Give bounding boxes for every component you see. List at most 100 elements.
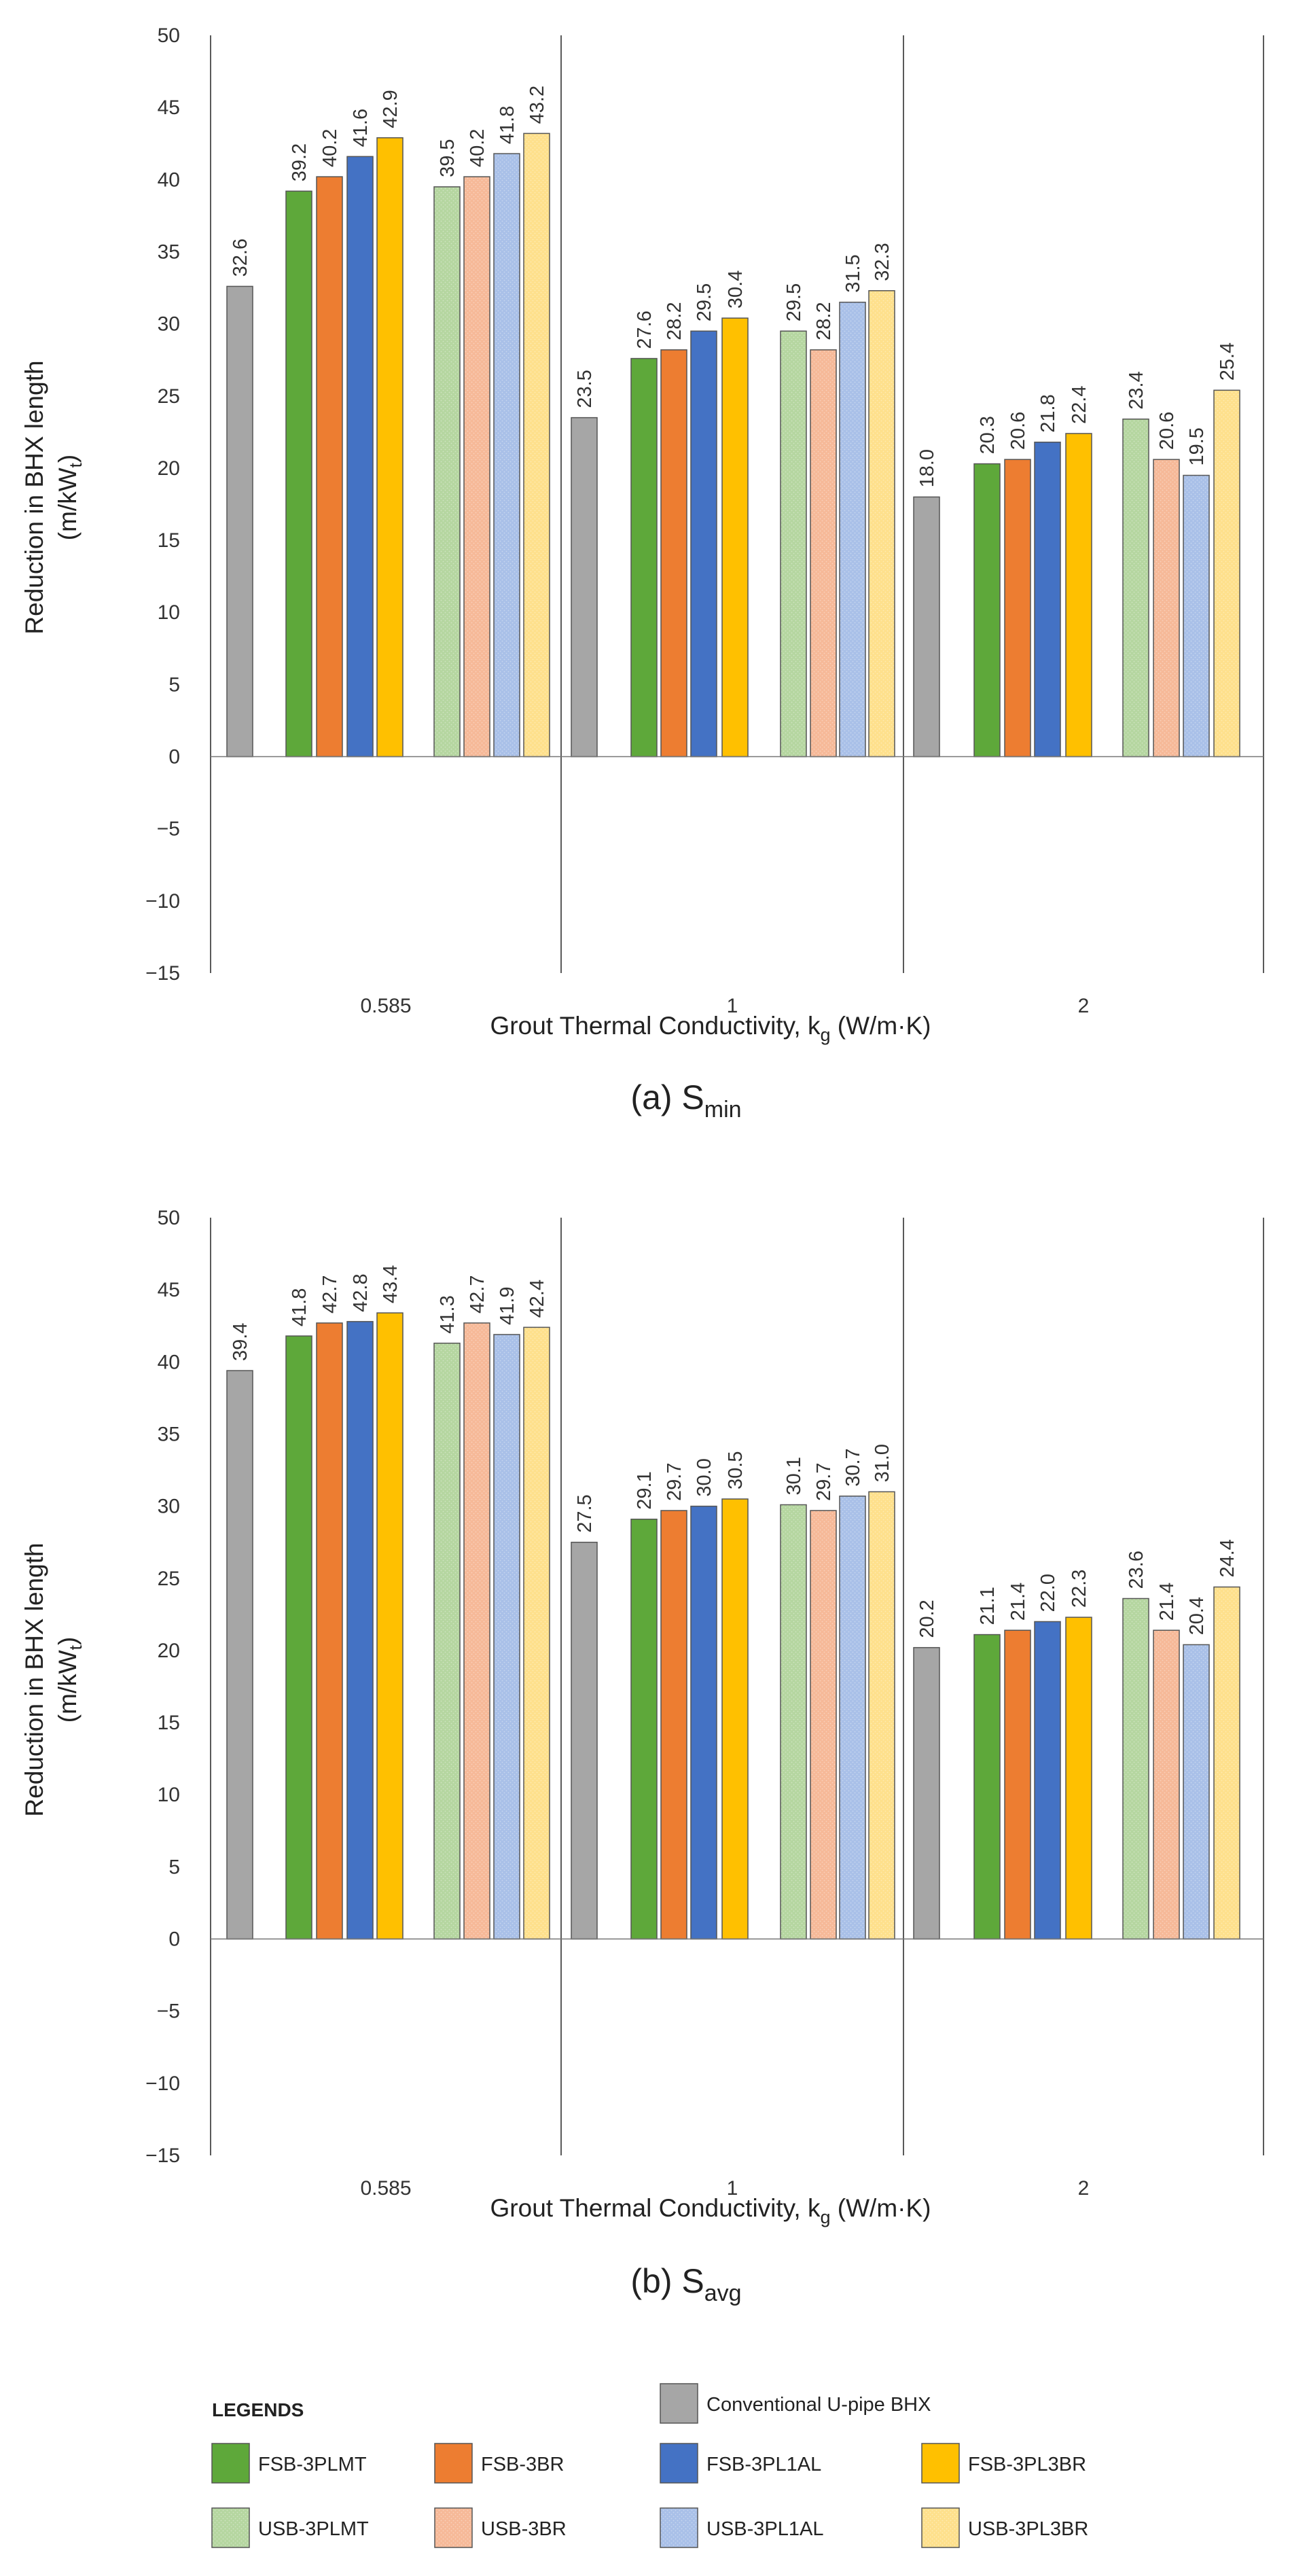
bar-usb-3br bbox=[810, 349, 837, 758]
y-tick-label: 35 bbox=[158, 1423, 180, 1445]
data-label: 25.4 bbox=[1217, 342, 1238, 381]
bar-fsb-3br bbox=[660, 1510, 687, 1940]
bar-conventional-u-pipe-bhx bbox=[913, 496, 940, 758]
bar-fsb-3pl3br bbox=[721, 317, 749, 758]
legend-label: FSB-3PLMT bbox=[258, 2454, 367, 2475]
data-label: 41.9 bbox=[497, 1287, 518, 1325]
data-label: 42.7 bbox=[319, 1275, 341, 1313]
bar-fsb-3pl3br bbox=[1065, 1617, 1092, 1940]
data-label: 29.7 bbox=[813, 1463, 835, 1501]
data-label: 23.5 bbox=[574, 370, 596, 408]
bar-fsb-3plmt bbox=[973, 1634, 1001, 1940]
bar-usb-3br bbox=[463, 176, 490, 758]
legend-label: USB-3BR bbox=[481, 2518, 567, 2540]
bar-usb-3pl3br bbox=[523, 133, 550, 758]
x-category-label: 2 bbox=[1078, 995, 1090, 1017]
data-label: 41.8 bbox=[497, 106, 518, 144]
bar-fsb-3br bbox=[1004, 1629, 1031, 1940]
data-label: 30.4 bbox=[725, 270, 747, 308]
y-tick-label: 20 bbox=[158, 457, 180, 480]
bar-usb-3plmt bbox=[1122, 1598, 1149, 1940]
bar-usb-3pl1al bbox=[493, 1334, 520, 1940]
legend-label-conventional: Conventional U-pipe BHX bbox=[706, 2394, 931, 2416]
bar-usb-3pl3br bbox=[523, 1326, 550, 1940]
bar-fsb-3pl1al bbox=[1034, 1621, 1061, 1940]
data-label: 22.3 bbox=[1069, 1570, 1090, 1608]
data-label: 28.2 bbox=[664, 302, 685, 340]
y-unit-sub: t bbox=[65, 462, 86, 467]
data-label: 40.2 bbox=[467, 129, 488, 167]
y-tick-label: −15 bbox=[145, 2145, 180, 2167]
bar-usb-3pl3br bbox=[868, 1491, 895, 1940]
y-tick-label: −5 bbox=[157, 818, 180, 841]
data-label: 20.6 bbox=[1156, 412, 1178, 450]
bar-conventional-u-pipe-bhx bbox=[571, 1541, 598, 1940]
y-tick-label: 40 bbox=[158, 169, 180, 191]
x-title-main: Grout Thermal Conductivity, k bbox=[490, 1012, 821, 1040]
caption-main: (b) S bbox=[630, 2262, 704, 2300]
data-label: 41.8 bbox=[289, 1288, 310, 1326]
y-unit-end: ) bbox=[54, 455, 82, 463]
y-tick-label: 0 bbox=[168, 1928, 180, 1951]
bar-usb-3pl3br bbox=[1213, 1586, 1240, 1940]
y-tick-label: 25 bbox=[158, 385, 180, 408]
data-label: 21.4 bbox=[1007, 1583, 1029, 1621]
bar-fsb-3pl1al bbox=[690, 330, 717, 758]
y-unit-main: (m/kW bbox=[54, 1650, 82, 1723]
y-tick-label: 45 bbox=[158, 96, 180, 119]
y-tick-label: 0 bbox=[168, 746, 180, 769]
legend-swatch bbox=[211, 2443, 250, 2484]
bar-fsb-3plmt bbox=[630, 1518, 658, 1940]
y-tick-label: 30 bbox=[158, 1496, 180, 1518]
x-category-label: 0.585 bbox=[360, 995, 411, 1017]
bar-usb-3plmt bbox=[433, 1342, 461, 1940]
bar-fsb-3plmt bbox=[630, 357, 658, 758]
y-tick-label: 45 bbox=[158, 1279, 180, 1301]
bar-fsb-3plmt bbox=[285, 190, 312, 758]
bar-usb-3plmt bbox=[780, 330, 807, 758]
data-label: 20.3 bbox=[977, 416, 999, 454]
data-label: 24.4 bbox=[1217, 1539, 1238, 1577]
data-label: 21.8 bbox=[1037, 394, 1059, 432]
caption-main: (a) S bbox=[630, 1078, 704, 1116]
x-axis-title: Grout Thermal Conductivity, kg (W/m·K) bbox=[490, 1012, 931, 1045]
data-label: 30.0 bbox=[694, 1458, 715, 1496]
y-tick-label: 15 bbox=[158, 1712, 180, 1734]
data-label: 30.1 bbox=[783, 1457, 805, 1495]
data-label: 41.6 bbox=[350, 109, 372, 147]
x-axis-title: Grout Thermal Conductivity, kg (W/m·K) bbox=[490, 2194, 931, 2227]
y-unit-main: (m/kW bbox=[54, 467, 82, 540]
y-tick-label: 15 bbox=[158, 529, 180, 552]
caption-sub: min bbox=[704, 1097, 742, 1123]
legend-swatch-conventional bbox=[660, 2383, 698, 2424]
y-axis-unit: (m/kWt) bbox=[54, 1637, 86, 1723]
legend-swatch bbox=[434, 2443, 473, 2484]
data-label: 39.5 bbox=[437, 139, 459, 177]
figure-caption: (b) Savg bbox=[630, 2262, 741, 2306]
bar-usb-3plmt bbox=[780, 1504, 807, 1940]
chart-a: −15 −10 −5 0 5 10 15 20 25 30 35 40 45 50 32.6 23.5 18.0… bbox=[20, 24, 1264, 1123]
data-label: 31.0 bbox=[872, 1444, 893, 1482]
data-label: 27.5 bbox=[574, 1494, 596, 1532]
x-title-sub: g bbox=[820, 2207, 830, 2227]
data-label: 29.1 bbox=[634, 1471, 656, 1509]
y-unit-sub: t bbox=[65, 1644, 86, 1650]
bar-conventional-u-pipe-bhx bbox=[226, 1370, 253, 1940]
y-tick-label: 5 bbox=[168, 1856, 180, 1878]
data-label: 20.4 bbox=[1186, 1597, 1208, 1635]
bar-fsb-3br bbox=[1004, 459, 1031, 758]
bar-conventional-u-pipe-bhx bbox=[226, 285, 253, 758]
y-tick-label: −15 bbox=[145, 962, 180, 985]
legend-swatch bbox=[921, 2507, 960, 2548]
bar-fsb-3pl1al bbox=[690, 1505, 717, 1940]
legend-swatch bbox=[211, 2507, 250, 2548]
legend-label: FSB-3BR bbox=[481, 2454, 564, 2475]
bar-conventional-u-pipe-bhx bbox=[571, 417, 598, 758]
data-label: 42.4 bbox=[526, 1280, 548, 1318]
data-label: 32.3 bbox=[872, 243, 893, 281]
bar-fsb-3pl3br bbox=[1065, 433, 1092, 758]
legend-label: FSB-3PL1AL bbox=[706, 2454, 821, 2475]
data-label: 28.2 bbox=[813, 302, 835, 340]
bar-usb-3pl1al bbox=[839, 1496, 866, 1940]
